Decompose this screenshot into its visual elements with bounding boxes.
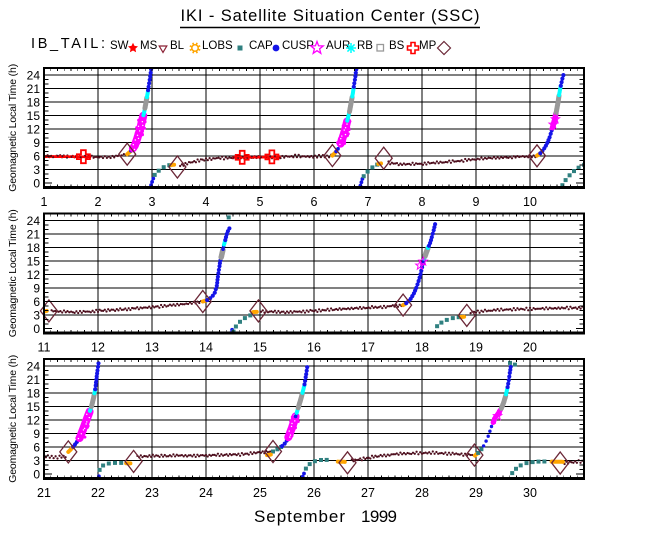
- svg-text:6: 6: [311, 195, 318, 209]
- svg-text:0: 0: [33, 177, 40, 191]
- svg-text:3: 3: [149, 195, 156, 209]
- svg-text:CAP: CAP: [249, 40, 273, 52]
- svg-text:21: 21: [27, 82, 41, 96]
- svg-text:12: 12: [27, 268, 41, 282]
- svg-text:BL: BL: [170, 40, 185, 52]
- svg-text:15: 15: [27, 255, 41, 269]
- svg-text:September: September: [254, 507, 345, 526]
- svg-text:MS: MS: [140, 40, 158, 52]
- svg-text:23: 23: [145, 486, 159, 500]
- svg-text:6: 6: [33, 150, 40, 164]
- svg-text:Geomagnetic Local Time (h): Geomagnetic Local Time (h): [7, 209, 19, 337]
- svg-text:15: 15: [27, 109, 41, 123]
- svg-text:15: 15: [27, 400, 41, 414]
- svg-text:30: 30: [523, 486, 537, 500]
- svg-text:9: 9: [33, 282, 40, 296]
- svg-text:3: 3: [33, 309, 40, 323]
- svg-text:12: 12: [91, 341, 105, 355]
- svg-text:26: 26: [307, 486, 321, 500]
- svg-text:21: 21: [37, 486, 51, 500]
- svg-text:9: 9: [473, 195, 480, 209]
- svg-text:16: 16: [307, 341, 321, 355]
- svg-text:LOBS: LOBS: [202, 40, 233, 52]
- svg-text:1: 1: [41, 195, 48, 209]
- svg-text:28: 28: [415, 486, 429, 500]
- svg-text:18: 18: [415, 341, 429, 355]
- svg-text:12: 12: [27, 123, 41, 137]
- svg-text:21: 21: [27, 373, 41, 387]
- svg-text:6: 6: [33, 441, 40, 455]
- svg-text:24: 24: [27, 69, 41, 83]
- svg-text:20: 20: [523, 341, 537, 355]
- svg-text:CUSP: CUSP: [282, 40, 314, 52]
- svg-text:18: 18: [27, 96, 41, 110]
- svg-text:9: 9: [33, 136, 40, 150]
- svg-text:RB: RB: [357, 40, 373, 52]
- svg-text:29: 29: [469, 486, 483, 500]
- svg-text:18: 18: [27, 241, 41, 255]
- svg-text:MP: MP: [419, 40, 437, 52]
- svg-text:Geomagnetic Local Time (h): Geomagnetic Local Time (h): [7, 355, 19, 483]
- svg-text:6: 6: [33, 295, 40, 309]
- svg-text:24: 24: [27, 360, 41, 374]
- svg-text:4: 4: [203, 195, 210, 209]
- svg-text:AUR: AUR: [326, 40, 350, 52]
- svg-text:14: 14: [199, 341, 213, 355]
- svg-text:0: 0: [33, 468, 40, 482]
- svg-text:19: 19: [469, 341, 483, 355]
- svg-text:7: 7: [365, 195, 372, 209]
- svg-text:21: 21: [27, 228, 41, 242]
- svg-text:24: 24: [27, 214, 41, 228]
- svg-text:22: 22: [91, 486, 105, 500]
- svg-text:12: 12: [27, 414, 41, 428]
- svg-text:0: 0: [33, 322, 40, 336]
- svg-text:13: 13: [145, 341, 159, 355]
- svg-text:BS: BS: [389, 40, 405, 52]
- svg-text:IB_TAIL:: IB_TAIL:: [31, 36, 105, 52]
- svg-text:10: 10: [523, 195, 537, 209]
- svg-text:SW: SW: [110, 40, 129, 52]
- svg-text:17: 17: [361, 341, 375, 355]
- svg-text:IKI - Satellite Situation Cent: IKI - Satellite Situation Center (SSC): [181, 7, 480, 25]
- svg-text:1999: 1999: [361, 507, 397, 526]
- svg-text:Geomagnetic Local Time (h): Geomagnetic Local Time (h): [7, 64, 19, 192]
- svg-text:5: 5: [257, 195, 264, 209]
- svg-text:27: 27: [361, 486, 375, 500]
- svg-text:3: 3: [33, 454, 40, 468]
- svg-text:25: 25: [253, 486, 267, 500]
- svg-text:8: 8: [419, 195, 426, 209]
- svg-text:24: 24: [199, 486, 213, 500]
- svg-text:3: 3: [33, 163, 40, 177]
- svg-text:2: 2: [95, 195, 102, 209]
- svg-text:18: 18: [27, 387, 41, 401]
- svg-text:15: 15: [253, 341, 267, 355]
- svg-text:9: 9: [33, 427, 40, 441]
- svg-text:11: 11: [38, 341, 51, 355]
